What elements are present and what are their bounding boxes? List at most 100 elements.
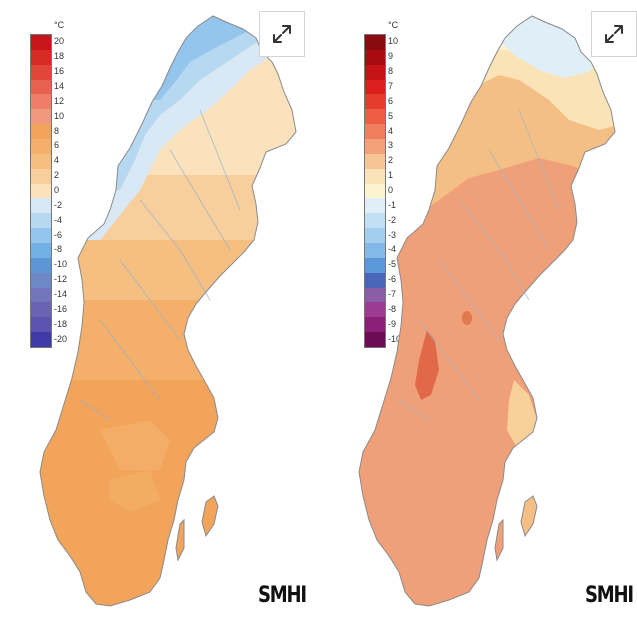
scale-tick-label: -9 xyxy=(388,318,397,329)
scale-tick-label: 2 xyxy=(54,170,60,181)
expand-arrows-icon xyxy=(273,25,291,43)
scale-swatch xyxy=(31,317,51,333)
scale-swatch xyxy=(365,302,385,318)
scale-swatch xyxy=(31,228,51,244)
scale-swatch xyxy=(31,243,51,259)
scale-tick-label: -10 xyxy=(54,259,68,270)
scale-swatch xyxy=(31,302,51,318)
scale-tick-label: 4 xyxy=(388,125,394,136)
expand-arrows-icon xyxy=(605,25,623,43)
scale-tick-label: 18 xyxy=(54,51,65,62)
color-scale-left: °C 20 18 16 14 12 10 8 6 4 2 0 -2 -4 -6 -8 -10 -12 -14 -16… xyxy=(28,20,68,350)
scale-tick-label: -16 xyxy=(54,303,68,314)
scale-tick-label: 10 xyxy=(388,36,399,47)
scale-swatch xyxy=(31,257,51,274)
scale-swatch xyxy=(365,272,385,289)
scale-bar xyxy=(364,34,386,348)
scale-tick-label: 12 xyxy=(54,95,65,106)
scale-tick-label: 1 xyxy=(388,170,394,181)
scale-tick-label: -10 xyxy=(388,333,402,344)
scale-tick-label: -8 xyxy=(54,244,63,255)
scale-swatch xyxy=(365,332,385,348)
scale-tick-label: 6 xyxy=(388,95,394,106)
scale-swatch xyxy=(31,109,51,125)
scale-tick-label: 10 xyxy=(54,110,65,121)
scale-swatch xyxy=(31,64,51,81)
scale-tick-label: -7 xyxy=(388,289,397,299)
scale-swatch xyxy=(365,109,385,125)
scale-swatch xyxy=(31,183,51,199)
scale-swatch xyxy=(365,198,385,214)
scale-tick-label: 0 xyxy=(388,185,394,195)
scale-tick-label: 3 xyxy=(388,140,394,151)
scale-swatch xyxy=(31,49,51,66)
scale-tick-label: 14 xyxy=(54,81,65,91)
scale-swatch xyxy=(365,183,385,199)
color-scale-right: °C 10 9 8 7 6 5 4 3 2 1 0 -1 -2 -3 -4 -5 -6 -7 -8 -9 -10 xyxy=(362,20,402,350)
warm-anomaly-area xyxy=(415,330,439,400)
scale-tick-label: 16 xyxy=(54,66,65,77)
scale-tick-label: 4 xyxy=(54,155,60,166)
scale-tick-label: -3 xyxy=(388,229,397,240)
scale-tick-label: -14 xyxy=(54,289,68,299)
scale-swatch xyxy=(365,49,385,66)
expand-button-left[interactable] xyxy=(259,11,305,57)
scale-swatch xyxy=(31,287,51,303)
map-panel-left: °C 20 18 16 14 12 10 8 6 4 2 0 -2 -4 -6 -8 -10 -12 -14 -16… xyxy=(0,0,318,622)
scale-tick-label: -12 xyxy=(54,274,68,285)
scale-tick-label: 7 xyxy=(388,81,394,91)
scale-tick-label: -1 xyxy=(388,199,397,210)
scale-tick-label: -8 xyxy=(388,303,397,314)
scale-swatch xyxy=(365,287,385,303)
scale-swatch xyxy=(365,79,385,95)
scale-swatch xyxy=(31,79,51,95)
scale-tick-label: 8 xyxy=(388,66,394,77)
smhi-logo: SMHI xyxy=(585,583,634,608)
scale-swatch xyxy=(365,35,385,51)
scale-swatch xyxy=(365,213,385,229)
smhi-logo: SMHI xyxy=(258,583,307,608)
scale-swatch xyxy=(365,64,385,81)
scale-bar xyxy=(30,34,52,348)
scale-swatch xyxy=(31,153,51,170)
scale-swatch xyxy=(31,94,51,110)
expand-button-right[interactable] xyxy=(591,11,637,57)
scale-swatch xyxy=(365,243,385,259)
scale-swatch xyxy=(365,139,385,155)
scale-tick-label: -2 xyxy=(54,199,63,210)
scale-swatch xyxy=(365,153,385,170)
scale-swatch xyxy=(365,124,385,140)
scale-swatch xyxy=(365,317,385,333)
scale-swatch xyxy=(31,35,51,51)
scale-swatch xyxy=(365,94,385,110)
scale-tick-label: 5 xyxy=(388,110,394,121)
scale-tick-label: -2 xyxy=(388,214,397,225)
scale-tick-label: 8 xyxy=(54,125,60,136)
scale-tick-label: -5 xyxy=(388,259,397,270)
scale-tick-label: 9 xyxy=(388,51,394,62)
sweden-map-left xyxy=(39,15,297,607)
scale-swatch xyxy=(365,257,385,274)
gotland-island xyxy=(520,495,538,538)
scale-swatch xyxy=(31,213,51,229)
scale-swatch xyxy=(365,168,385,185)
scale-swatch xyxy=(365,228,385,244)
sweden-map-right xyxy=(358,15,616,607)
map-panel-right: °C 10 9 8 7 6 5 4 3 2 1 0 -1 -2 -3 -4 -5 -6 -7 -8 -9 -10 xyxy=(319,0,637,622)
scale-swatch xyxy=(31,332,51,348)
scale-swatch xyxy=(31,168,51,185)
gotland-island xyxy=(201,495,219,538)
scale-tick-label: -4 xyxy=(54,214,63,225)
scale-unit-label: °C xyxy=(54,20,65,30)
scale-tick-label: 20 xyxy=(54,36,65,47)
scale-tick-label: -4 xyxy=(388,244,397,255)
oland-island xyxy=(494,518,504,562)
scale-tick-label: -20 xyxy=(54,333,68,344)
scale-tick-label: 6 xyxy=(54,140,60,151)
scale-tick-label: 0 xyxy=(54,185,60,195)
oland-island xyxy=(175,518,185,562)
scale-swatch xyxy=(31,272,51,289)
scale-swatch xyxy=(31,198,51,214)
scale-swatch xyxy=(31,139,51,155)
scale-tick-label: -6 xyxy=(54,229,63,240)
